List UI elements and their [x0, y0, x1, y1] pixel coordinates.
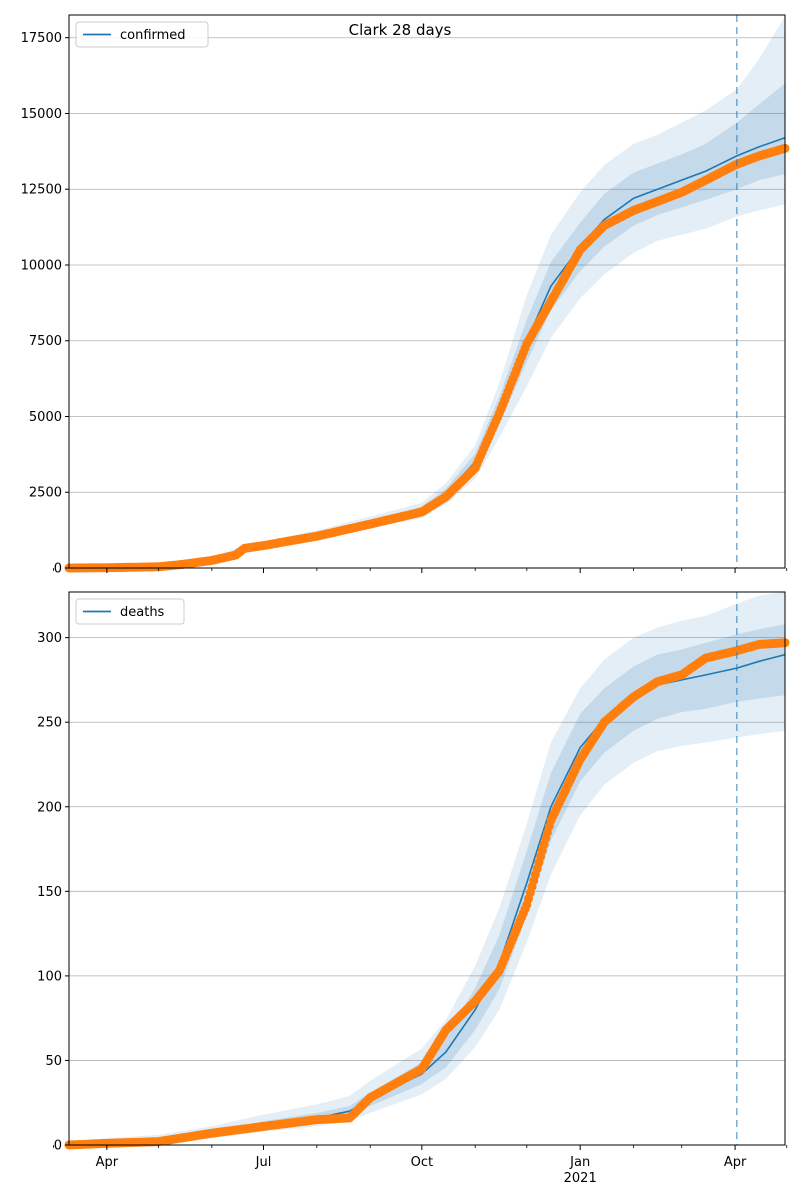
y-tick-label: 15000: [21, 107, 62, 122]
legend-box: [75, 598, 185, 625]
axes-frame: [68, 591, 786, 1146]
y-tick-label: 12500: [21, 183, 62, 198]
y-tick-label: 17500: [21, 31, 62, 46]
legend-label: deaths: [120, 605, 165, 620]
y-tick-label: 5000: [29, 410, 62, 425]
y-tick-label: 7500: [29, 334, 62, 349]
inner-uncertainty-band: [69, 624, 785, 1145]
y-tick-label: 200: [37, 800, 62, 815]
y-tick-label: 2500: [29, 486, 62, 501]
x-tick-label: Apr: [724, 1155, 747, 1170]
x-tick-year-label: 2021: [564, 1171, 597, 1186]
y-tick-label: 0: [54, 1139, 62, 1154]
legend-label: confirmed: [120, 28, 186, 43]
y-tick-label: 250: [37, 716, 62, 731]
y-tick-label: 0: [54, 562, 62, 577]
figure-title: Clark 28 days: [348, 21, 452, 39]
x-tick-label: Jan: [569, 1155, 590, 1170]
y-tick-label: 50: [45, 1054, 62, 1069]
y-tick-label: 150: [37, 885, 62, 900]
inner-uncertainty-band: [69, 83, 785, 568]
y-tick-label: 100: [37, 969, 62, 984]
outer-uncertainty-band: [69, 16, 785, 568]
legend-box: [75, 21, 209, 48]
y-tick-label: 10000: [21, 258, 62, 273]
x-tick-label: Jul: [255, 1155, 272, 1170]
axes-frame: [68, 14, 786, 569]
x-tick-label: Oct: [411, 1155, 433, 1170]
x-tick-label: Apr: [96, 1155, 119, 1170]
outer-uncertainty-band: [69, 592, 785, 1145]
y-tick-label: 300: [37, 631, 62, 646]
